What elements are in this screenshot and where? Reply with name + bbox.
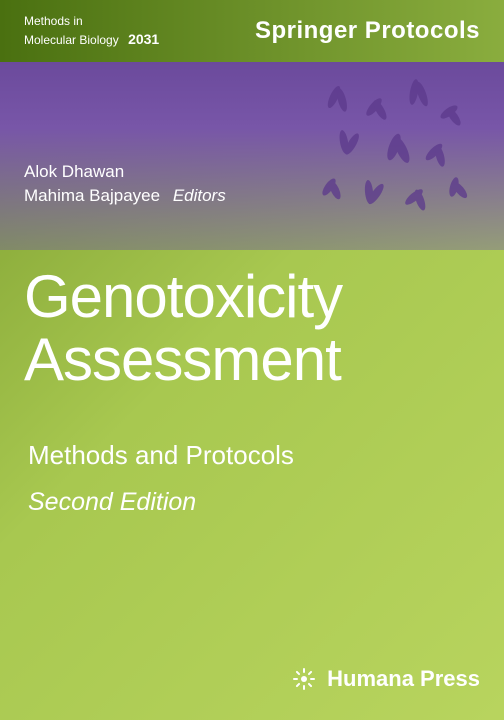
edition-label: Second Edition — [28, 488, 196, 517]
publisher-icon — [291, 666, 317, 692]
book-cover: Methods in Molecular Biology 2031 Spring… — [0, 0, 504, 720]
top-band: Methods in Molecular Biology 2031 Spring… — [0, 0, 504, 62]
editors-block: Alok Dhawan Mahima Bajpayee Editors — [24, 160, 226, 208]
chromosome-image — [304, 72, 484, 232]
title-line2: Assessment — [24, 328, 480, 391]
editors-role: Editors — [173, 186, 226, 205]
series-volume: 2031 — [128, 31, 159, 47]
series-line1: Methods in — [24, 14, 83, 28]
publisher-name: Humana Press — [327, 666, 480, 692]
series-line2: Molecular Biology — [24, 33, 119, 47]
imprint-brand: Springer Protocols — [255, 17, 480, 45]
book-subtitle: Methods and Protocols — [28, 440, 294, 471]
editor-2: Mahima Bajpayee — [24, 186, 160, 205]
publisher-block: Humana Press — [291, 666, 480, 692]
series-info: Methods in Molecular Biology 2031 — [24, 14, 159, 48]
book-title: Genotoxicity Assessment — [24, 265, 480, 391]
title-line1: Genotoxicity — [24, 265, 480, 328]
editor-1: Alok Dhawan — [24, 160, 226, 184]
